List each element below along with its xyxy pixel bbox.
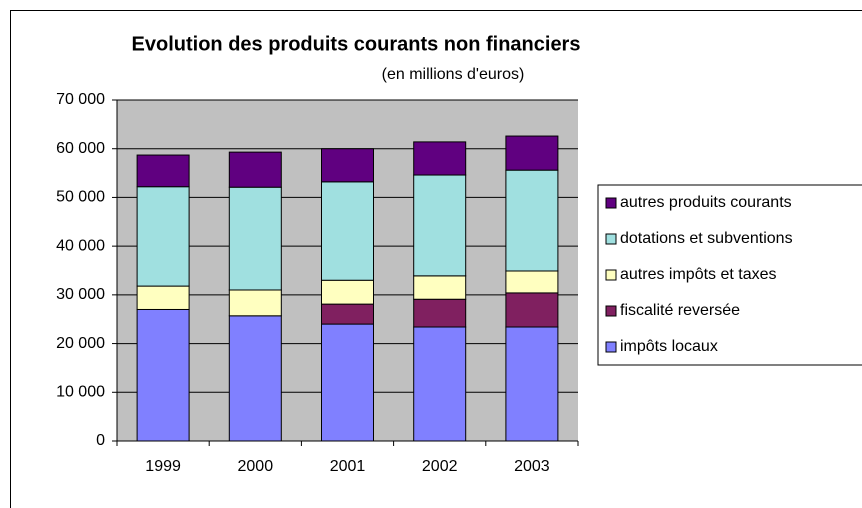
y-tick-label: 10 000: [56, 384, 105, 401]
bar-segment: [413, 275, 467, 300]
legend-swatch: [605, 197, 617, 209]
bar-segment: [413, 326, 467, 442]
x-tick-label: 2002: [422, 458, 458, 475]
y-tick-label: 30 000: [56, 286, 105, 303]
y-tick-label: 70 000: [56, 91, 105, 108]
legend-swatch: [605, 269, 617, 281]
bar-segment: [228, 151, 282, 188]
x-tick-label: 2003: [514, 458, 550, 475]
legend-swatch: [605, 341, 617, 353]
bar-segment: [228, 186, 282, 291]
bar-segment: [321, 181, 374, 281]
y-tick-label: 60 000: [56, 140, 105, 157]
legend-label: fiscalité reversée: [620, 302, 740, 319]
bar-segment: [505, 169, 559, 272]
bar-segment: [136, 308, 190, 442]
legend-label: autres impôts et taxes: [620, 266, 777, 283]
bar-segment: [321, 279, 374, 305]
bar-segment: [505, 326, 559, 442]
bar-segment: [228, 289, 282, 317]
chart-subtitle: (en millions d'euros): [382, 66, 525, 83]
bar-segment: [413, 298, 467, 328]
bar-segment: [321, 303, 374, 325]
legend-label: dotations et subventions: [620, 230, 793, 247]
y-tick-label: 50 000: [56, 189, 105, 206]
y-tick-label: 40 000: [56, 237, 105, 254]
legend-label: impôts locaux: [620, 338, 718, 355]
x-tick-label: 2001: [330, 458, 366, 475]
legend-swatch: [605, 305, 617, 317]
bar-segment: [505, 270, 559, 294]
chart-title: Evolution des produits courants non fina…: [132, 33, 581, 55]
bar-segment: [321, 148, 374, 183]
bar-segment: [136, 154, 190, 188]
bar-segment: [505, 292, 559, 328]
bar-segment: [321, 323, 374, 442]
x-tick-label: 2000: [238, 458, 274, 475]
y-tick-label: 0: [96, 432, 105, 449]
bar-segment: [413, 141, 467, 176]
x-tick-label: 1999: [145, 458, 181, 475]
bar-segment: [228, 315, 282, 442]
bar-segment: [136, 285, 190, 310]
bar-segment: [136, 186, 190, 287]
bar-segment: [413, 174, 467, 277]
y-tick-label: 20 000: [56, 335, 105, 352]
bar-segment: [505, 135, 559, 171]
legend-label: autres produits courants: [620, 194, 792, 211]
legend-box: [597, 184, 862, 366]
legend-swatch: [605, 233, 617, 245]
